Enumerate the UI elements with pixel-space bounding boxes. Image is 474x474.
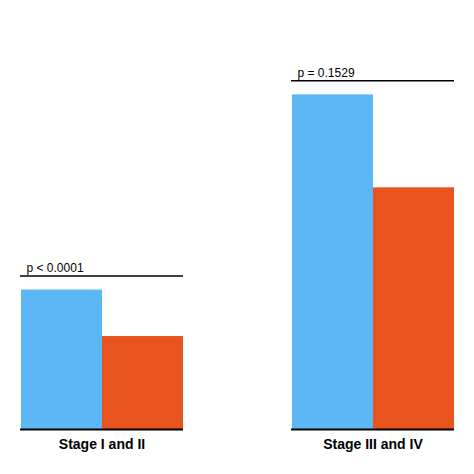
svg-text:p < 0.0001: p < 0.0001	[27, 261, 84, 275]
svg-text:Stage III and IV: Stage III and IV	[323, 436, 423, 452]
svg-text:Stage I and II: Stage I and II	[59, 436, 145, 452]
svg-text:p = 0.1529: p = 0.1529	[298, 66, 355, 80]
